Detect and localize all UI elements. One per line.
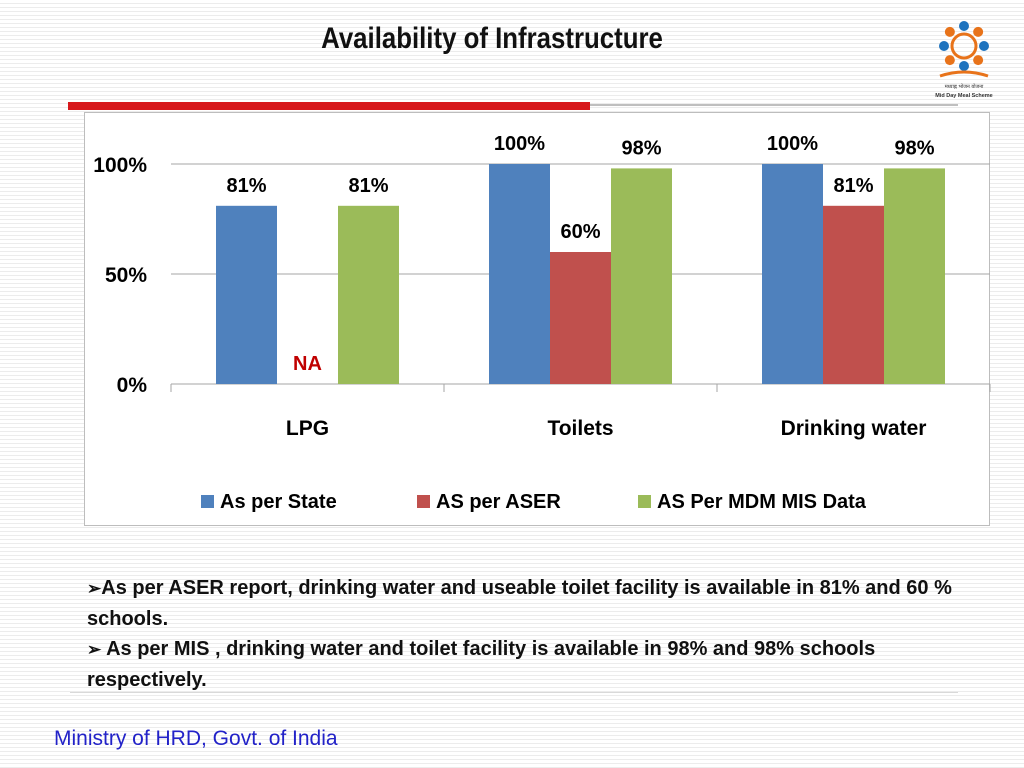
mid-day-meal-logo: मध्याह्न भोजन योजना Mid Day Meal Scheme: [935, 21, 993, 99]
logo-figure-icon: [979, 41, 989, 51]
bullet-item: ➢As per ASER report, drinking water and …: [87, 573, 967, 634]
x-category-label: Drinking water: [781, 417, 927, 440]
logo-figure-icon: [959, 61, 969, 71]
bar: [823, 205, 884, 384]
legend-label: As per State: [220, 491, 337, 513]
logo-figure-icon: [939, 41, 949, 51]
bar: [489, 164, 550, 384]
logo-figure-icon: [973, 26, 984, 37]
x-category-label: Toilets: [547, 417, 613, 440]
logo-caption: Mid Day Meal Scheme: [935, 93, 992, 99]
bullet-list: ➢As per ASER report, drinking water and …: [87, 573, 967, 695]
arrow-bullet-icon: ➢: [87, 640, 102, 659]
bar: [216, 205, 277, 384]
logo-hindi-text: मध्याह्न भोजन योजना: [945, 83, 984, 90]
x-category-label: LPG: [286, 417, 329, 440]
chart-frame: 0% 50% 100% LPG 81% NA 81% Toilets 100% 60% 98% Dri…: [84, 112, 991, 526]
logo-book-icon: [939, 70, 989, 78]
legend-swatch: [638, 495, 651, 508]
legend-swatch: [417, 495, 430, 508]
logo-ring-icon: [950, 32, 978, 60]
bar: [884, 168, 945, 384]
logo-figure-icon: [959, 21, 969, 31]
title-underline-gray: [590, 104, 958, 106]
data-label: 81%: [833, 175, 873, 197]
footer-text: Ministry of HRD, Govt. of India: [54, 727, 338, 750]
data-label: 100%: [494, 133, 545, 155]
bullet-item: ➢ As per MIS , drinking water and toilet…: [87, 634, 967, 695]
y-tick-label: 100%: [93, 154, 147, 177]
y-tick-label: 0%: [117, 374, 148, 397]
slide-title: Availability of Infrastructure: [321, 22, 663, 55]
bar: [550, 252, 611, 384]
legend-label: AS Per MDM MIS Data: [657, 491, 867, 513]
data-label: 60%: [560, 221, 600, 243]
data-label: 81%: [226, 175, 266, 197]
legend-swatch: [201, 495, 214, 508]
logo-figure-icon: [944, 55, 955, 66]
data-label: 100%: [767, 133, 818, 155]
logo-figure-icon: [944, 26, 955, 37]
bar: [611, 168, 672, 384]
y-tick-label: 50%: [105, 264, 147, 287]
data-label: 98%: [894, 137, 934, 159]
arrow-bullet-icon: ➢: [87, 579, 102, 598]
logo-figure-icon: [973, 55, 984, 66]
bar: [762, 164, 823, 384]
bullet-text: As per MIS , drinking water and toilet f…: [87, 638, 876, 691]
data-label: 98%: [621, 137, 661, 159]
legend-label: AS per ASER: [436, 491, 561, 513]
bar: [338, 205, 399, 384]
data-label-na: NA: [293, 353, 322, 375]
bar-chart: 0% 50% 100% LPG 81% NA 81% Toilets 100% 60% 98% Dri…: [93, 133, 991, 513]
title-underline-red: [68, 102, 590, 110]
bullet-text: As per ASER report, drinking water and u…: [87, 577, 952, 630]
data-label: 81%: [348, 175, 388, 197]
bottom-divider: [70, 692, 958, 693]
